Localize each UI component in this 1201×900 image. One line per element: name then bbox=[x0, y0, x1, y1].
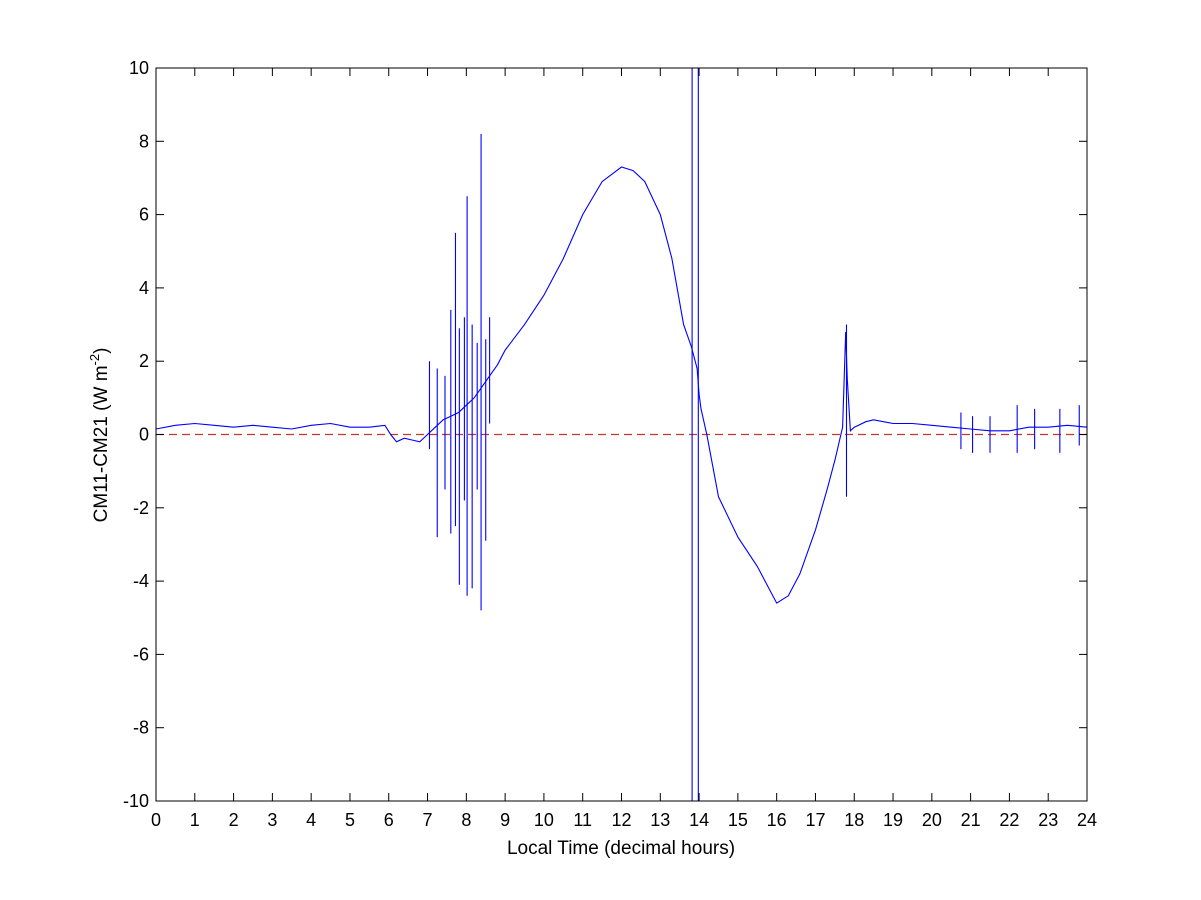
y-axis-label: CM11-CM21 (W m-2) bbox=[87, 348, 112, 523]
x-tick-label: 7 bbox=[423, 810, 433, 830]
x-tick-label: 8 bbox=[461, 810, 471, 830]
series-line-0 bbox=[155, 166, 1088, 604]
y-tick-label: 0 bbox=[139, 425, 149, 445]
x-tick-label: 0 bbox=[151, 810, 161, 830]
x-tick-label: 21 bbox=[961, 810, 981, 830]
x-tick-label: 11 bbox=[573, 810, 592, 830]
x-tick-label: 1 bbox=[190, 810, 200, 830]
x-tick-label: 4 bbox=[306, 810, 316, 830]
x-tick-label: 15 bbox=[728, 810, 748, 830]
x-tick-label: 6 bbox=[384, 810, 394, 830]
x-tick-label: 9 bbox=[500, 810, 510, 830]
y-tick-label: 10 bbox=[129, 58, 149, 78]
x-tick-label: 22 bbox=[999, 810, 1019, 830]
x-tick-label: 3 bbox=[267, 810, 277, 830]
spike-layer bbox=[428, 68, 1080, 801]
y-tick-label: 2 bbox=[139, 351, 149, 371]
y-tick-label: -2 bbox=[133, 498, 149, 518]
y-axis-label-main: CM11-CM21 (W m bbox=[91, 365, 112, 522]
y-ticks: -10 -8 -6 -4 -2 0 2 4 6 8 10 bbox=[123, 58, 1087, 811]
x-axis-label: Local Time (decimal hours) bbox=[507, 838, 735, 859]
plot-background bbox=[156, 68, 1087, 801]
x-tick-label: 24 bbox=[1077, 810, 1097, 830]
x-tick-label: 5 bbox=[345, 810, 355, 830]
x-ticks: 0 1 2 3 4 5 6 7 8 9 10 11 12 13 14 15 16 17 18 19 20 21 22 23 24 bbox=[151, 68, 1097, 830]
x-tick-label: 13 bbox=[650, 810, 670, 830]
x-tick-label: 23 bbox=[1038, 810, 1058, 830]
y-tick-label: 4 bbox=[139, 278, 149, 298]
series-layer bbox=[155, 166, 1088, 604]
x-tick-label: 16 bbox=[767, 810, 787, 830]
x-tick-label: 20 bbox=[922, 810, 942, 830]
x-tick-label: 10 bbox=[534, 810, 554, 830]
x-tick-label: 2 bbox=[229, 810, 239, 830]
y-axis-label-sup: -2 bbox=[87, 354, 102, 366]
y-tick-label: -6 bbox=[133, 644, 149, 664]
y-tick-label: 6 bbox=[139, 205, 149, 225]
y-tick-label: -4 bbox=[133, 571, 149, 591]
x-tick-label: 18 bbox=[844, 810, 864, 830]
x-tick-label: 19 bbox=[883, 810, 903, 830]
y-tick-label: 8 bbox=[139, 131, 149, 151]
x-tick-label: 12 bbox=[611, 810, 631, 830]
y-tick-label: -10 bbox=[123, 791, 149, 811]
y-tick-label: -8 bbox=[133, 718, 149, 738]
x-tick-label: 14 bbox=[689, 810, 709, 830]
y-axis-label-tail: ) bbox=[91, 348, 112, 354]
x-tick-label: 17 bbox=[805, 810, 825, 830]
